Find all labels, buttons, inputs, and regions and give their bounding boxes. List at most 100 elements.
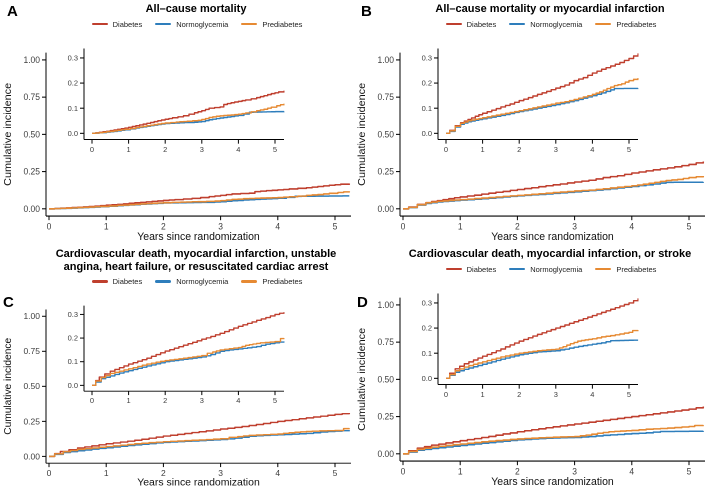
svg-text:0: 0	[90, 396, 94, 405]
svg-text:0.25: 0.25	[377, 167, 394, 177]
svg-text:0.2: 0.2	[68, 333, 78, 342]
svg-text:3: 3	[218, 468, 223, 478]
legend-line-icon	[595, 267, 612, 271]
svg-text:Cumulative incidence: Cumulative incidence	[2, 83, 14, 186]
svg-text:0.1: 0.1	[68, 357, 78, 366]
svg-text:5: 5	[687, 466, 692, 476]
svg-text:0.75: 0.75	[23, 346, 40, 356]
legend-line-icon	[595, 22, 612, 26]
svg-text:2: 2	[163, 396, 167, 405]
panel-title: Cardiovascular death, myocardial infarct…	[408, 248, 692, 260]
svg-text:4: 4	[629, 466, 634, 476]
panel-title: Cardiovascular death, myocardial infarct…	[55, 248, 337, 273]
svg-text:0.75: 0.75	[377, 337, 394, 347]
panel-letter: B	[361, 3, 372, 20]
legend-label: Prediabetes	[262, 19, 303, 29]
svg-text:0: 0	[444, 145, 448, 154]
svg-text:2: 2	[161, 468, 166, 478]
svg-text:Years since randomization: Years since randomization	[137, 231, 260, 243]
svg-text:5: 5	[627, 145, 631, 154]
panel-b: B All–cause mortality or myocardial infa…	[354, 0, 708, 245]
legend-line-icon	[509, 22, 526, 26]
svg-text:3: 3	[554, 390, 558, 399]
legend-line-icon	[445, 22, 462, 26]
svg-text:2: 2	[515, 221, 520, 231]
legend-label: Normoglycemia	[530, 264, 583, 274]
svg-text:0.25: 0.25	[377, 412, 394, 422]
svg-text:0.2: 0.2	[422, 324, 432, 333]
svg-text:0.3: 0.3	[68, 53, 78, 62]
legend-label: Prediabetes	[262, 277, 303, 287]
svg-text:4: 4	[590, 145, 595, 154]
svg-text:0.00: 0.00	[23, 204, 40, 214]
svg-text:1: 1	[458, 466, 463, 476]
svg-text:4: 4	[275, 468, 280, 478]
legend: Diabetes Normoglycemia Prediabetes	[40, 16, 354, 32]
svg-text:1: 1	[458, 221, 463, 231]
svg-text:1: 1	[127, 396, 131, 405]
legend-label: Diabetes	[112, 19, 143, 29]
legend-item-prediabetes: Prediabetes	[241, 20, 302, 29]
svg-text:0: 0	[47, 221, 52, 231]
svg-text:4: 4	[236, 145, 241, 154]
legend-line-icon	[91, 280, 108, 284]
legend-line-icon	[241, 280, 258, 284]
svg-text:0.75: 0.75	[23, 92, 40, 102]
svg-text:5: 5	[273, 396, 277, 405]
svg-text:0.2: 0.2	[422, 79, 432, 88]
legend-item-normoglycemia: Normoglycemia	[509, 265, 582, 274]
svg-text:4: 4	[590, 390, 595, 399]
svg-text:Years since randomization: Years since randomization	[491, 231, 614, 243]
svg-text:5: 5	[687, 221, 692, 231]
svg-text:1.00: 1.00	[23, 311, 40, 321]
svg-text:0.75: 0.75	[377, 92, 394, 102]
svg-text:0: 0	[401, 221, 406, 231]
svg-text:0.1: 0.1	[68, 104, 78, 113]
legend-item-prediabetes: Prediabetes	[595, 20, 656, 29]
svg-text:Cumulative incidence: Cumulative incidence	[3, 337, 14, 434]
svg-text:0: 0	[47, 468, 52, 478]
legend-label: Normoglycemia	[530, 19, 583, 29]
legend-line-icon	[241, 22, 258, 26]
svg-text:1: 1	[481, 145, 485, 154]
svg-text:3: 3	[200, 396, 204, 405]
svg-text:1.00: 1.00	[377, 55, 394, 65]
svg-text:2: 2	[517, 145, 521, 154]
svg-text:0.25: 0.25	[23, 416, 40, 426]
legend-line-icon	[509, 267, 526, 271]
svg-text:0.0: 0.0	[68, 380, 78, 389]
svg-text:3: 3	[554, 145, 558, 154]
legend-item-diabetes: Diabetes	[445, 265, 496, 274]
svg-text:0.2: 0.2	[68, 79, 78, 88]
svg-text:4: 4	[629, 221, 634, 231]
svg-text:0.25: 0.25	[23, 167, 40, 177]
legend-item-normoglycemia: Normoglycemia	[155, 20, 228, 29]
svg-text:0.3: 0.3	[422, 298, 432, 307]
svg-text:0.1: 0.1	[422, 104, 432, 113]
svg-text:4: 4	[275, 221, 280, 231]
svg-text:2: 2	[163, 145, 167, 154]
legend-item-diabetes: Diabetes	[445, 19, 497, 29]
legend-line-icon	[155, 22, 172, 26]
svg-text:2: 2	[515, 466, 520, 476]
legend-line-icon	[445, 267, 462, 271]
svg-text:4: 4	[236, 396, 240, 405]
svg-text:0.50: 0.50	[377, 374, 394, 384]
svg-text:3: 3	[572, 466, 577, 476]
legend-label: Diabetes	[466, 19, 497, 29]
svg-text:2: 2	[161, 221, 166, 231]
panel-title: All–cause mortality or myocardial infarc…	[435, 3, 665, 15]
svg-text:0.0: 0.0	[422, 129, 432, 138]
legend-item-prediabetes: Prediabetes	[595, 265, 656, 274]
svg-text:0.00: 0.00	[377, 204, 394, 214]
svg-text:0.50: 0.50	[377, 129, 394, 139]
svg-text:5: 5	[333, 221, 338, 231]
legend-label: Prediabetes	[616, 264, 657, 274]
svg-text:2: 2	[517, 390, 521, 399]
svg-text:Years since randomization: Years since randomization	[491, 476, 614, 488]
svg-text:0.00: 0.00	[23, 451, 40, 461]
panel-letter: C	[3, 294, 14, 311]
